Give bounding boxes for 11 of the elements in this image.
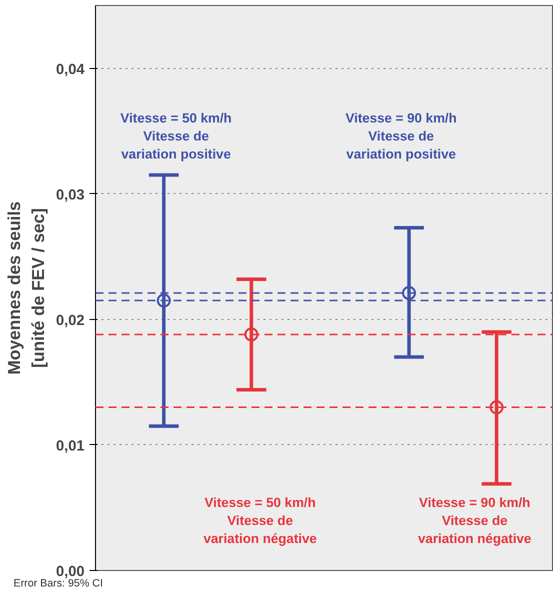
y-axis-title: Moyennes des seuils [unité de FEV / sec] <box>4 201 48 375</box>
annotation: Vitesse = 90 km/h Vitesse de variation positive <box>345 110 457 162</box>
annotation: Vitesse = 50 km/h Vitesse de variation positive <box>120 110 232 162</box>
y-tick-label: 0,00 <box>56 564 85 580</box>
annotation: Vitesse = 90 km/h Vitesse de variation négative <box>418 494 532 546</box>
y-tick-label: 0,04 <box>56 62 86 78</box>
text: Error Bars: 95% CI <box>14 578 103 590</box>
annotation: Vitesse = 50 km/h Vitesse de variation négative <box>203 494 317 546</box>
y-tick-label: 0,01 <box>56 438 85 454</box>
y-tick-label: 0,03 <box>56 187 85 204</box>
y-tick-label: 0,02 <box>56 312 85 329</box>
